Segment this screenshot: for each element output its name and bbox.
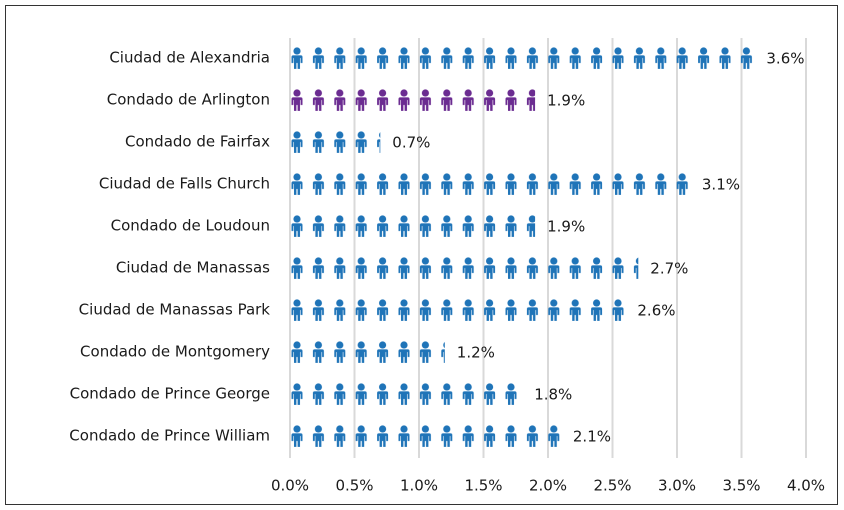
x-tick-label: 3.0% bbox=[658, 477, 696, 495]
value-label: 0.7% bbox=[392, 134, 430, 152]
category-label: Condado de Loudoun bbox=[111, 217, 270, 235]
x-tick-label: 0.5% bbox=[335, 477, 373, 495]
value-label: 1.9% bbox=[547, 92, 585, 110]
category-label: Condado de Prince George bbox=[70, 385, 270, 403]
value-label: 3.6% bbox=[766, 50, 804, 68]
bar bbox=[290, 425, 561, 447]
x-tick-label: 1.0% bbox=[400, 477, 438, 495]
category-label: Ciudad de Manassas Park bbox=[79, 301, 271, 319]
x-tick-label: 3.5% bbox=[722, 477, 760, 495]
category-label: Ciudad de Alexandria bbox=[109, 49, 270, 67]
bar bbox=[290, 131, 381, 153]
value-label: 1.8% bbox=[534, 386, 572, 404]
bar bbox=[290, 215, 536, 237]
value-label: 3.1% bbox=[702, 176, 740, 194]
value-label: 2.7% bbox=[650, 260, 688, 278]
category-label: Ciudad de Manassas bbox=[116, 259, 270, 277]
x-tick-label: 2.5% bbox=[593, 477, 631, 495]
x-tick-label: 4.0% bbox=[787, 477, 825, 495]
value-label: 2.6% bbox=[637, 302, 675, 320]
category-label: Condado de Prince William bbox=[69, 427, 270, 445]
bar bbox=[290, 47, 755, 69]
category-label: Ciudad de Falls Church bbox=[99, 175, 270, 193]
value-label: 1.2% bbox=[457, 344, 495, 362]
bar bbox=[290, 257, 639, 279]
bar bbox=[290, 341, 445, 363]
value-label: 2.1% bbox=[573, 428, 611, 446]
bar bbox=[290, 299, 626, 321]
x-tick-label: 2.0% bbox=[529, 477, 567, 495]
x-tick-label: 0.0% bbox=[271, 477, 309, 495]
value-label: 1.9% bbox=[547, 218, 585, 236]
bar bbox=[290, 173, 690, 195]
bar bbox=[290, 89, 536, 111]
x-tick-label: 1.5% bbox=[464, 477, 502, 495]
bar bbox=[290, 383, 523, 405]
category-label: Condado de Montgomery bbox=[80, 343, 270, 361]
category-label: Condado de Arlington bbox=[107, 91, 270, 109]
frame bbox=[5, 5, 838, 505]
category-label: Condado de Fairfax bbox=[125, 133, 270, 151]
